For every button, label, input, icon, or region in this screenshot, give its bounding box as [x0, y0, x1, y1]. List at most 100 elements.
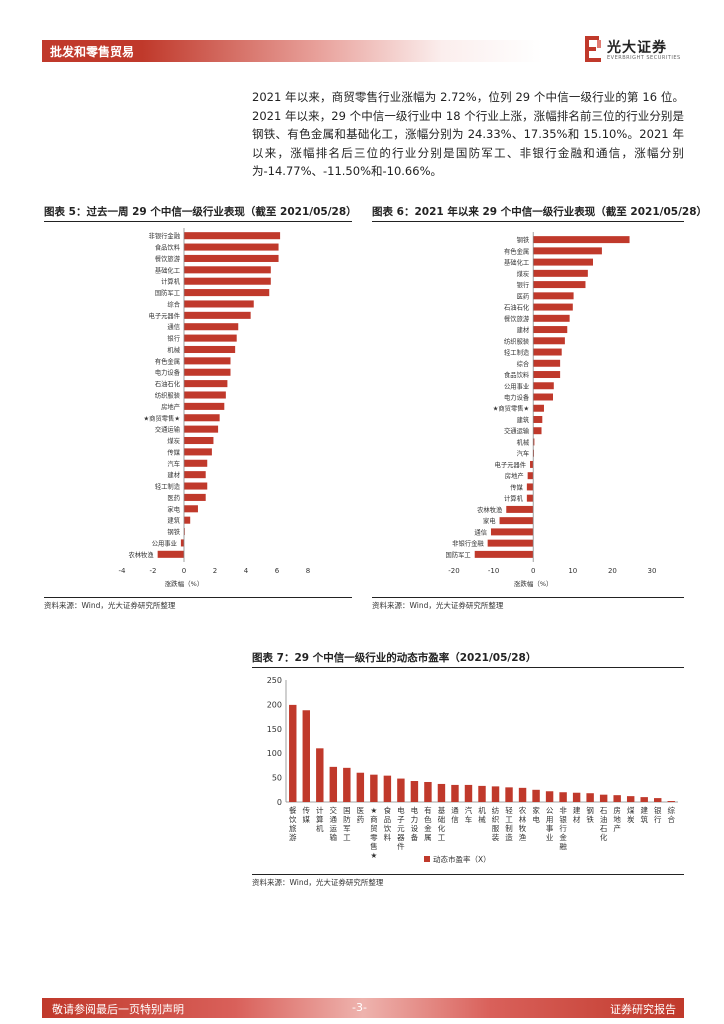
fig6-bar: [533, 314, 570, 322]
fig7-bar: [599, 794, 608, 802]
fig5-category-label: 农林牧渔: [128, 550, 153, 559]
fig5-bar: [184, 345, 236, 354]
fig6-bar: [533, 247, 602, 255]
fig7-legend-label: 动态市盈率（X）: [433, 854, 491, 864]
fig7-category-label: 计算机: [316, 805, 324, 833]
logo-text: 光大证券: [607, 40, 667, 56]
fig7-category-label: 通信: [451, 805, 459, 824]
fig7-bar: [545, 791, 554, 802]
fig7-category-label: ★商贸零售★: [370, 806, 378, 860]
fig7-category-label: 钢铁: [586, 805, 594, 824]
fig6-tick-label: 20: [608, 567, 617, 575]
fig7-bar: [464, 784, 473, 802]
fig5-bar: [184, 459, 208, 467]
fig5-bar: [184, 311, 251, 319]
fig7-category-label: 家电: [532, 805, 540, 824]
fig6-bar: [526, 483, 534, 491]
fig5-bar: [184, 232, 281, 240]
fig5-bar: [184, 448, 212, 456]
fig6-category-label: 钢铁: [517, 235, 530, 244]
fig6-bar: [499, 517, 534, 525]
fig5-bar: [184, 323, 239, 331]
fig6-category-label: 通信: [474, 527, 487, 536]
fig5-rule: [44, 221, 352, 222]
fig6-category-label: ★商贸零售★: [493, 404, 530, 413]
fig5-bar: [184, 471, 206, 479]
fig5-bar: [184, 357, 231, 365]
fig7-bar: [559, 792, 567, 802]
fig7-category-label: 有色金属: [424, 805, 432, 842]
fig6-bar: [490, 528, 534, 536]
fig5-category-label: 通信: [167, 322, 180, 331]
fig6-category-label: 基础化工: [504, 258, 529, 267]
fig7-legend-swatch: [424, 856, 430, 862]
fig6-axis-label: 涨跌幅（%）: [514, 579, 553, 588]
fig7-bar: [437, 783, 446, 802]
fig6-source: 资料来源：Wind，光大证券研究所整理: [372, 601, 504, 610]
fig6-tick-label: 10: [568, 567, 577, 575]
fig5-bar: [184, 254, 279, 262]
fig5-axis-label: 涨跌幅（%）: [165, 579, 204, 588]
fig7-bar: [654, 798, 662, 802]
fig5-category-label: 综合: [167, 299, 180, 308]
fig5-title: 图表 5：过去一周 29 个中信一级行业表现（截至 2021/05/28）: [44, 206, 357, 218]
fig5-tick-label: -4: [119, 567, 127, 575]
fig7-category-label: 公用事业: [546, 806, 554, 842]
fig7-category-label: 医药: [357, 806, 365, 824]
fig5-category-label: 交通运输: [155, 425, 181, 434]
fig7-tick-label: 0: [277, 798, 282, 807]
fig7-bar: [383, 775, 392, 802]
fig5-bar: [184, 289, 270, 297]
fig5-chart: 非银行金融食品饮料餐饮旅游基础化工计算机国防军工综合电子元器件通信银行机械有色金…: [119, 228, 310, 588]
fig5-category-label: 有色金属: [155, 356, 180, 365]
fig7-rule: [252, 667, 684, 668]
fig6-category-label: 建材: [517, 325, 530, 334]
fig6-category-label: 电力设备: [504, 393, 530, 402]
fig5-category-label: 计算机: [161, 277, 181, 286]
fig7-category-label: 电力设备: [411, 805, 419, 842]
page-header: 批发和零售贸易 光大证券 EVERBRIGHT SECURITIES: [0, 0, 724, 72]
fig7-bar: [424, 781, 432, 802]
fig6-bar: [533, 348, 562, 356]
fig7-bar: [478, 785, 486, 802]
fig6-bar: [533, 393, 553, 401]
fig6-bar: [533, 337, 565, 345]
fig5-bottom-rule: [44, 597, 352, 598]
fig6-bar: [533, 371, 561, 379]
fig5-category-label: 传媒: [167, 447, 180, 456]
fig5-bar: [184, 436, 214, 445]
fig6-tick-label: -10: [488, 567, 499, 575]
fig7-bar: [640, 797, 648, 802]
fig6-category-label: 家电: [483, 516, 496, 525]
fig7-bar: [316, 748, 324, 802]
fig5-tick-label: 0: [182, 567, 186, 575]
fig5-bar: [184, 266, 271, 274]
fig5-category-label: 煤炭: [167, 436, 180, 445]
fig7-category-label: 非银行金融: [559, 805, 567, 851]
fig7-source: 资料来源：Wind，光大证券研究所整理: [252, 878, 384, 887]
fig7-tick-label: 250: [267, 676, 282, 685]
fig7-bar: [451, 784, 459, 802]
fig6-category-label: 纺织服装: [504, 336, 530, 345]
fig6-category-label: 汽车: [517, 449, 530, 458]
fig5-bar: [184, 482, 208, 490]
fig5-bar: [157, 550, 184, 558]
fig7-bar: [356, 772, 365, 802]
fig5-category-label: 纺织服装: [155, 391, 181, 400]
fig7-bar: [572, 792, 581, 802]
fig6-bar: [533, 415, 543, 423]
fig6-bar: [533, 303, 573, 311]
footer-band: [42, 998, 684, 1018]
fig6-category-label: 综合: [517, 359, 530, 368]
fig7-bar: [586, 793, 594, 802]
fig6-category-label: 机械: [517, 437, 530, 446]
fig7-bar: [370, 774, 378, 802]
fig5-tick-label: 4: [244, 567, 249, 575]
fig7-category-label: 电子元器件: [397, 805, 405, 851]
fig7-bottom-rule: [252, 874, 684, 875]
fig7-category-label: 机械: [478, 805, 486, 824]
fig7-category-label: 纺织服装: [492, 805, 500, 842]
fig5-category-label: 石油石化: [155, 379, 181, 388]
fig5-tick-label: 8: [306, 567, 310, 575]
fig7-category-label: 建筑: [640, 805, 648, 824]
